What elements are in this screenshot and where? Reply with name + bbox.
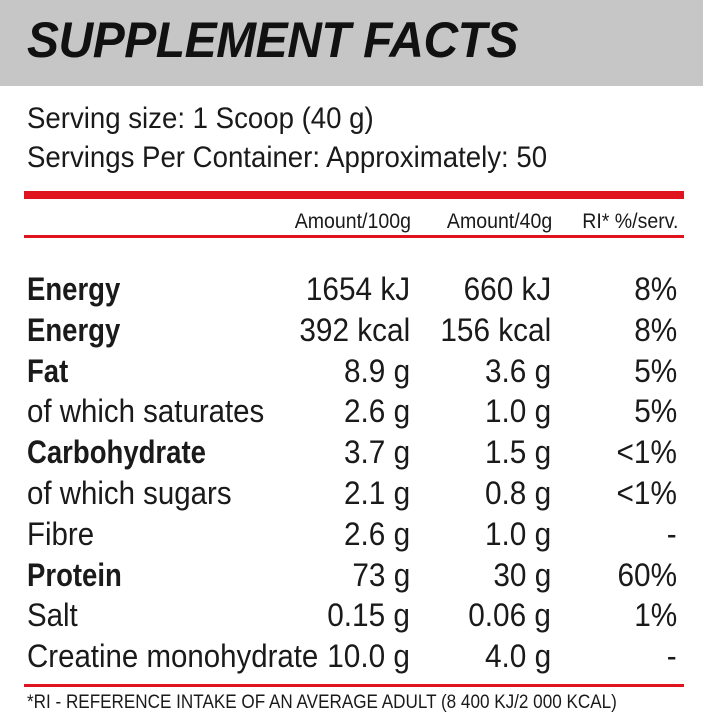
amount-per-100g: 8.9 g [343,352,410,389]
table-row: of which sugars 2.1 g 0.8 g <1% [0,473,703,514]
nutrient-name: Fat [27,352,69,389]
nutrient-name: Energy [27,271,121,307]
nutrient-name: Protein [27,556,122,593]
table-row: of which saturates 2.6 g 1.0 g 5% [0,391,703,432]
ri-percent: 8% [633,271,677,307]
ri-percent: <1% [616,434,677,471]
page-title: SUPPLEMENT FACTS [27,12,519,68]
ri-percent: 1% [633,597,677,634]
amount-per-100g: 392 kcal [299,311,410,348]
amount-per-100g: 73 g [352,556,410,593]
amount-per-100g: 0.15 g [327,597,410,634]
nutrient-name: Creatine monohydrate [27,638,319,675]
table-row: Energy 1654 kJ 660 kJ 8% [0,269,703,310]
bottom-divider [24,684,684,687]
amount-per-100g: 1654 kJ [305,271,410,307]
nutrient-name: Fibre [27,515,95,552]
amount-per-serving: 1.5 g [484,434,551,471]
amount-per-serving: 0.06 g [468,597,551,634]
table-row: Fibre 2.6 g 1.0 g - [0,514,703,555]
nutrient-name: Energy [27,311,121,348]
amount-per-100g: 2.6 g [343,393,410,430]
table-row: Fat 8.9 g 3.6 g 5% [0,351,703,392]
nutrient-name: Salt [27,597,78,634]
ri-percent: 8% [633,311,677,348]
nutrient-name: of which saturates [27,393,265,430]
amount-per-100g: 2.1 g [343,475,410,511]
column-header-ri: RI* %/serv. [581,210,678,233]
ri-percent: - [667,638,677,675]
amount-per-serving: 3.6 g [484,352,551,389]
column-header-per40: Amount/40g [446,210,552,233]
column-header-per100: Amount/100g [294,210,411,233]
serving-size: Serving size: 1 Scoop (40 g) [27,102,374,135]
ri-percent: - [667,515,677,552]
amount-per-serving: 660 kJ [463,271,551,307]
table-row: Salt 0.15 g 0.06 g 1% [0,595,703,636]
ri-percent: 5% [633,393,677,430]
ri-percent: 5% [633,352,677,389]
amount-per-serving: 156 kcal [440,311,551,348]
table-row: Protein 73 g 30 g 60% [0,555,703,596]
top-divider [24,191,684,199]
ri-percent: <1% [616,475,677,511]
footnote: *RI - REFERENCE INTAKE OF AN AVERAGE ADU… [27,692,617,713]
nutrient-name: Carbohydrate [27,434,206,471]
table-row: Carbohydrate 3.7 g 1.5 g <1% [0,432,703,473]
header-divider [24,235,684,238]
amount-per-serving: 30 g [493,556,551,593]
amount-per-100g: 2.6 g [343,515,410,552]
amount-per-serving: 1.0 g [484,515,551,552]
amount-per-serving: 1.0 g [484,393,551,430]
ri-percent: 60% [617,556,677,593]
amount-per-100g: 3.7 g [343,434,410,471]
table-row: Creatine monohydrate 10.0 g 4.0 g - [0,636,703,677]
amount-per-serving: 0.8 g [484,475,551,511]
nutrient-name: of which sugars [27,475,232,511]
amount-per-100g: 10.0 g [327,638,410,675]
servings-per-container: Servings Per Container: Approximately: 5… [27,141,548,174]
amount-per-serving: 4.0 g [484,638,551,675]
title-banner: SUPPLEMENT FACTS [0,0,703,86]
table-row: Energy 392 kcal 156 kcal 8% [0,310,703,351]
